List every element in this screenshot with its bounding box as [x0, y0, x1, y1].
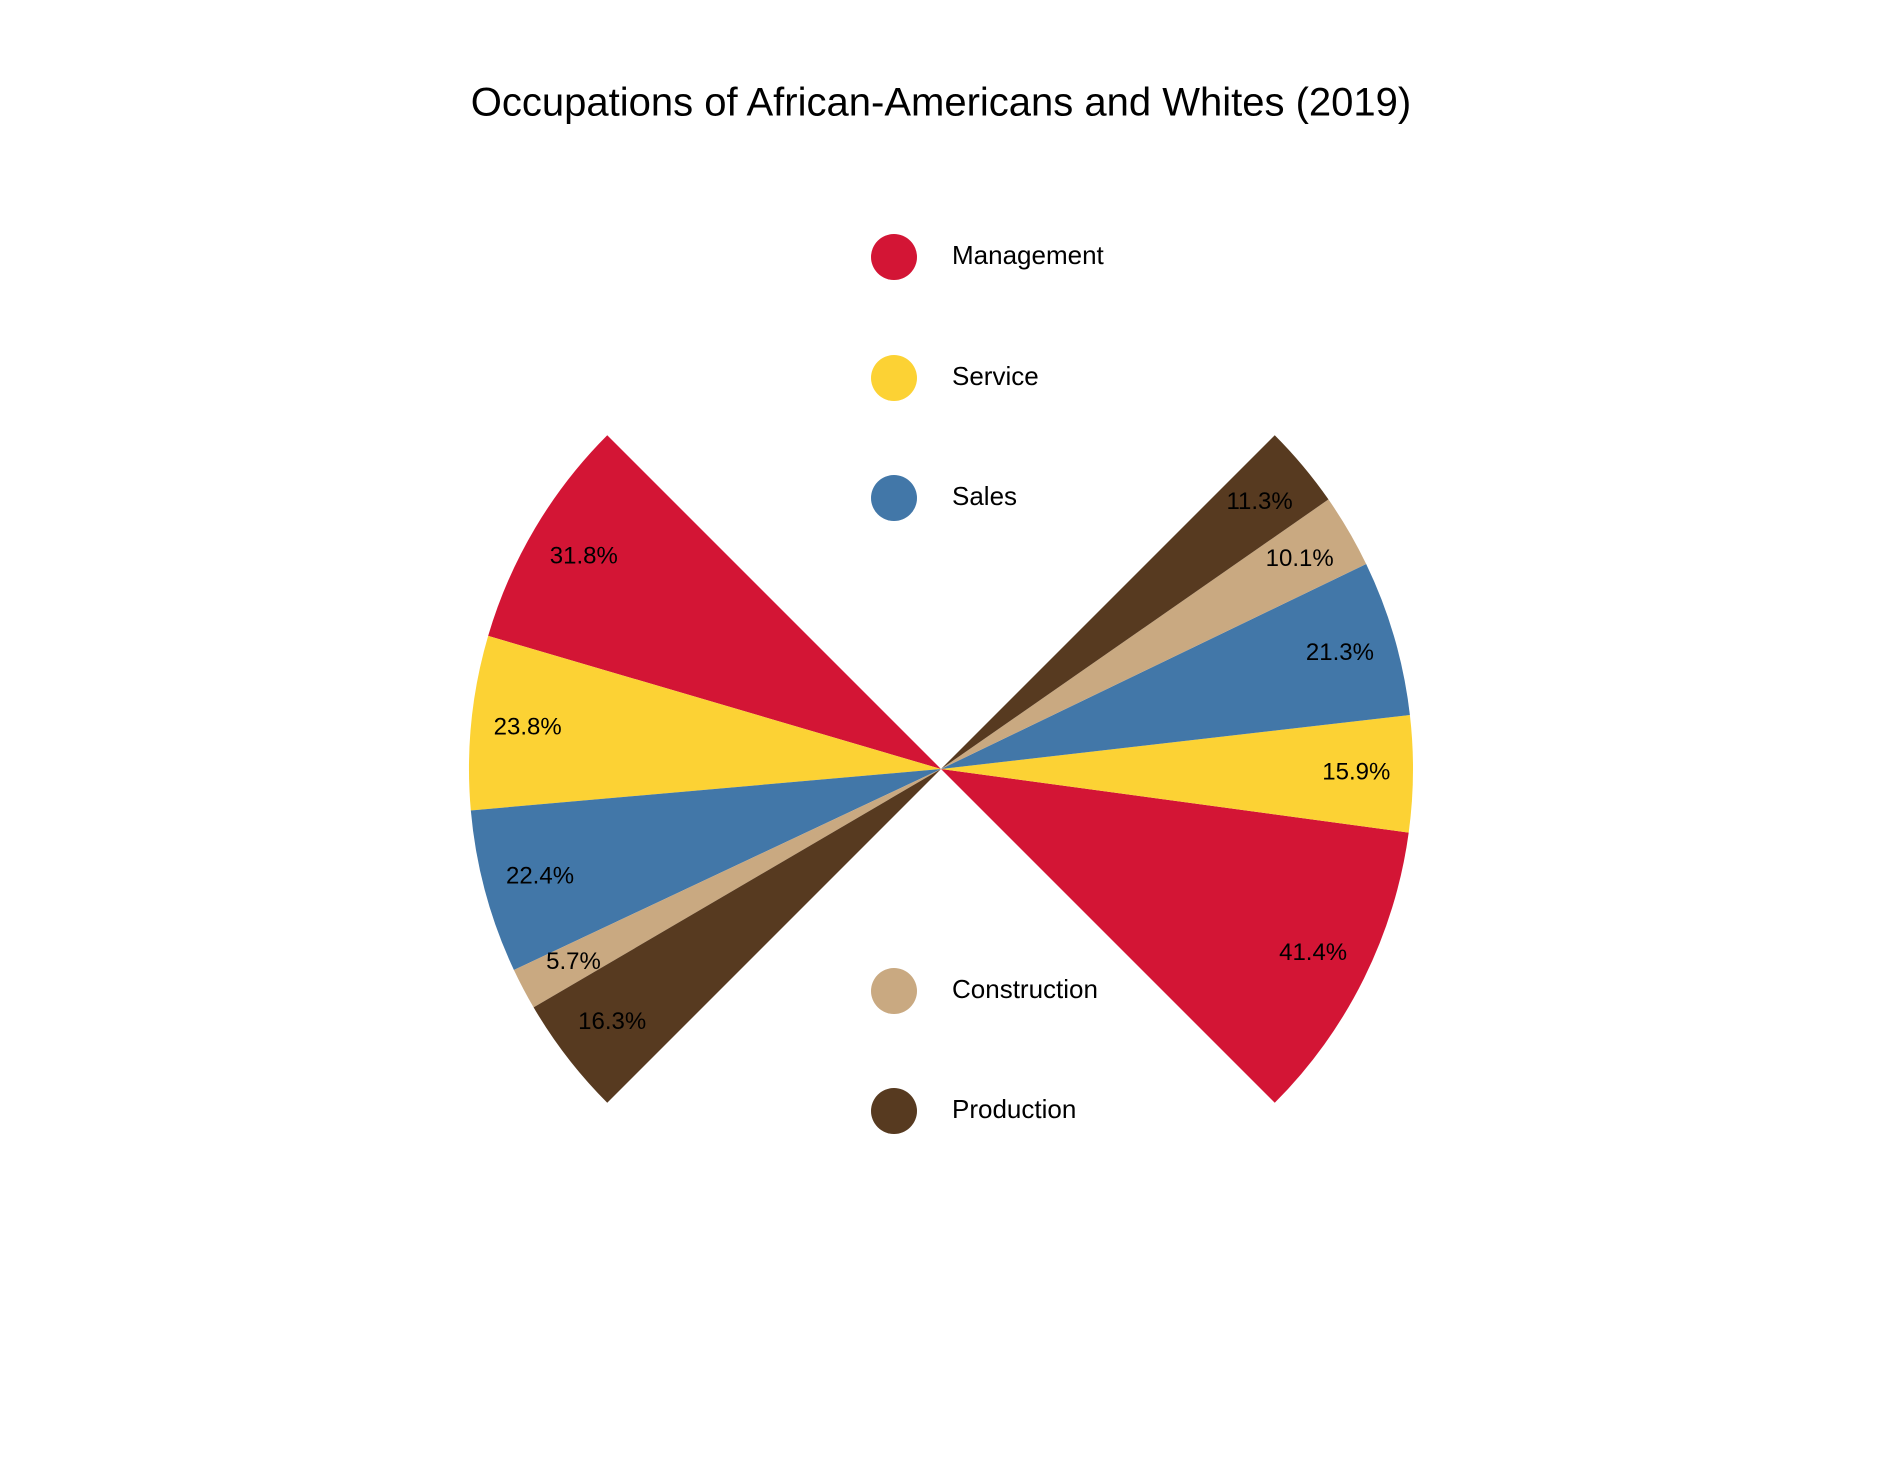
pie-slice — [941, 435, 1329, 769]
legend-label: Service — [952, 361, 1039, 391]
data-label: 15.9% — [1322, 759, 1390, 786]
legend-label: Production — [952, 1094, 1076, 1124]
data-label: 23.8% — [494, 713, 562, 740]
data-label: 22.4% — [506, 863, 574, 890]
pie-slice — [513, 769, 941, 1008]
data-label: 41.4% — [1279, 939, 1347, 966]
legend-marker — [871, 475, 917, 521]
legend-marker — [871, 968, 917, 1014]
pie-slice — [941, 564, 1410, 769]
legend-marker — [871, 234, 917, 280]
data-label: 21.3% — [1306, 639, 1374, 666]
legend-marker — [871, 1088, 917, 1134]
legend-label: Construction — [952, 974, 1098, 1004]
pie-slice — [488, 435, 941, 769]
data-label: 31.8% — [550, 542, 618, 569]
data-label: 11.3% — [1226, 488, 1292, 515]
pie-slice — [941, 499, 1367, 769]
pie-slice — [941, 714, 1413, 833]
chart-title: Occupations of African-Americans and Whi… — [471, 81, 1411, 125]
legend-label: Sales — [952, 481, 1017, 511]
data-label: 16.3% — [578, 1008, 646, 1035]
data-label: 10.1% — [1266, 545, 1334, 572]
pie-slice — [941, 769, 1409, 1103]
pie-slice — [470, 769, 941, 970]
pie-slice — [533, 769, 941, 1103]
pie-slice — [469, 635, 941, 811]
legend-marker — [871, 355, 917, 401]
data-label: 5.7% — [546, 948, 601, 975]
legend-label: Management — [952, 240, 1105, 270]
